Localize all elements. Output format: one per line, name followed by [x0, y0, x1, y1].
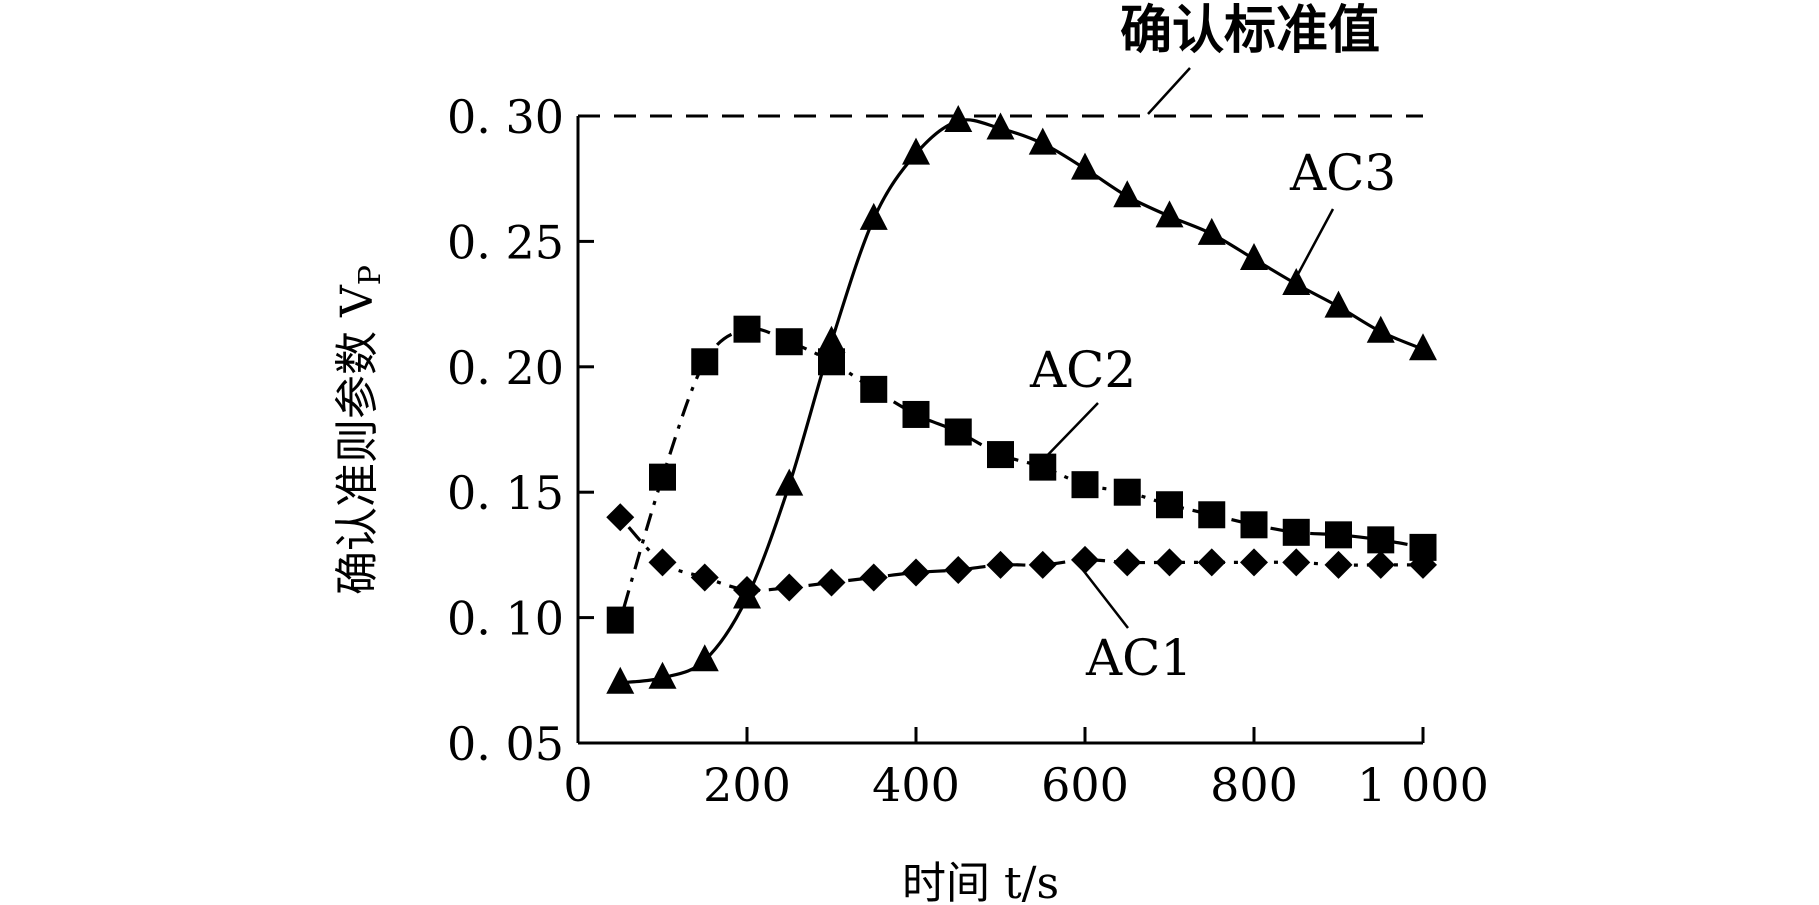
point-ac3-450 [944, 105, 973, 133]
point-ac1-350 [859, 563, 888, 592]
point-ac1-100 [648, 548, 677, 577]
point-ac2-200 [733, 315, 761, 343]
point-ac1-150 [690, 563, 719, 592]
point-ac3-300 [817, 325, 846, 353]
y-tick-label: 0. 10 [447, 592, 564, 646]
point-ac1-500 [986, 550, 1015, 579]
point-ac3-550 [1028, 127, 1057, 155]
point-ac2-1000 [1409, 533, 1437, 561]
point-ac2-950 [1367, 526, 1395, 554]
point-ac2-50 [606, 606, 634, 634]
point-ac3-1000 [1409, 333, 1437, 361]
axes-group: 0. 05 0. 10 0. 15 0. 20 0. 25 0. 30 0 200 400 600… [447, 90, 1489, 812]
y-tick-label: 0. 30 [447, 90, 564, 144]
point-ac2-250 [775, 328, 803, 356]
point-ac3-100 [648, 661, 677, 689]
series-label-ac3: AC3 [1289, 144, 1396, 202]
point-ac1-450 [944, 555, 973, 584]
point-ac2-800 [1240, 511, 1268, 539]
point-ac3-950 [1366, 315, 1395, 343]
reference-label-leader [1147, 67, 1191, 115]
series-line-ac2 [618, 326, 1424, 621]
point-ac3-200 [733, 581, 761, 609]
point-ac3-900 [1324, 290, 1353, 318]
x-tick-label: 800 [1210, 758, 1298, 812]
point-ac1-900 [1324, 550, 1353, 579]
y-axis-title-subscript: P [353, 265, 388, 285]
x-tick-label: 600 [1041, 758, 1129, 812]
point-ac2-150 [691, 348, 719, 376]
point-ac1-750 [1197, 548, 1226, 577]
point-ac3-850 [1282, 268, 1311, 296]
y-tick-label: 0. 20 [447, 341, 564, 395]
point-ac2-450 [944, 418, 972, 446]
y-tick-label: 0. 25 [447, 215, 564, 269]
point-ac2-900 [1325, 521, 1352, 549]
point-ac3-150 [690, 644, 719, 672]
y-axis-title: 确认准则参数 VP [332, 265, 388, 595]
point-ac3-400 [902, 137, 930, 165]
point-ac2-400 [902, 400, 930, 428]
x-tick-label: 1 000 [1357, 758, 1489, 812]
point-ac1-50 [606, 503, 635, 532]
point-ac1-300 [817, 568, 846, 597]
point-ac1-950 [1366, 550, 1395, 579]
point-ac3-350 [859, 202, 888, 230]
point-ac1-700 [1155, 548, 1184, 577]
x-tick-label: 0 [563, 758, 592, 812]
point-ac1-600 [1071, 545, 1099, 574]
point-ac3-700 [1155, 200, 1184, 228]
labels-group: 确认标准值 AC1 AC2 AC3 时间 t/s 确认准则参数 VP [332, 0, 1396, 905]
series-label-ac1: AC1 [1085, 629, 1192, 687]
point-ac3-500 [986, 112, 1015, 140]
reference-line-label: 确认标准值 [1120, 0, 1380, 61]
point-ac3-250 [775, 468, 804, 496]
point-ac2-100 [649, 463, 676, 491]
point-ac1-800 [1240, 548, 1268, 577]
point-ac3-800 [1240, 242, 1268, 270]
series-leader-ac3 [1295, 208, 1335, 277]
point-ac2-500 [987, 441, 1014, 469]
point-ac2-600 [1071, 471, 1099, 499]
x-tick-label: 400 [872, 758, 960, 812]
point-ac2-650 [1113, 478, 1141, 506]
point-ac2-550 [1029, 453, 1057, 481]
series-group [606, 105, 1437, 694]
x-axis-title: 时间 t/s [902, 858, 1059, 905]
point-ac3-650 [1113, 180, 1142, 208]
y-tick-label: 0. 15 [447, 466, 564, 520]
point-ac1-650 [1113, 548, 1142, 577]
point-ac2-700 [1156, 491, 1183, 519]
point-ac2-850 [1282, 518, 1310, 546]
point-ac2-750 [1198, 501, 1226, 529]
point-ac1-550 [1028, 550, 1057, 579]
x-tick-label: 200 [703, 758, 791, 812]
series-leader-ac2 [1039, 402, 1099, 464]
point-ac2-350 [860, 375, 888, 403]
series-leader-ac1 [1082, 569, 1129, 629]
y-tick-label: 0. 05 [447, 717, 564, 771]
point-ac1-250 [775, 573, 804, 602]
point-ac3-600 [1071, 152, 1099, 180]
point-ac3-50 [606, 666, 635, 694]
point-ac3-750 [1197, 217, 1226, 245]
point-ac1-850 [1282, 548, 1311, 577]
point-ac1-400 [902, 558, 930, 587]
y-axis-title-main: 确认准则参数 V [332, 284, 383, 595]
series-label-ac2: AC2 [1029, 341, 1136, 399]
